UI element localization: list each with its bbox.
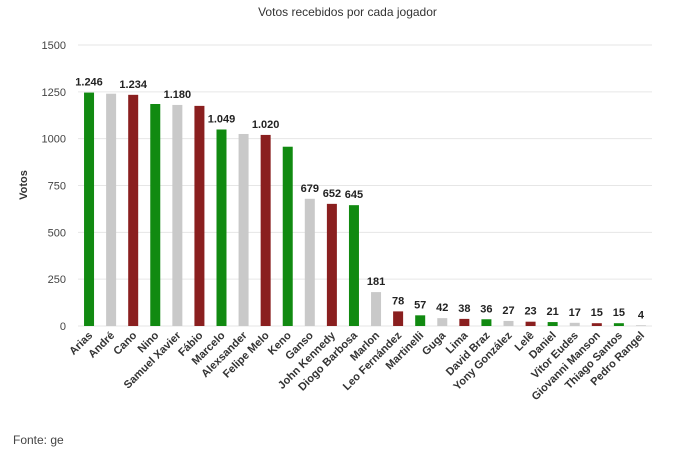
data-label: 23 <box>524 306 536 318</box>
y-tick-label: 1500 <box>42 40 66 52</box>
bar <box>106 93 117 326</box>
bar <box>282 146 293 326</box>
y-axis-ticks: 0 250 500 750 1000 1250 1500 <box>42 40 66 333</box>
bar <box>326 203 337 326</box>
data-label: 57 <box>414 299 426 311</box>
data-label: 78 <box>392 295 404 307</box>
y-tick-label: 500 <box>48 227 66 239</box>
data-label: 17 <box>569 307 581 319</box>
data-label: 1.246 <box>75 77 103 89</box>
data-label: 4 <box>638 309 645 321</box>
x-tick-label: Cano <box>111 329 139 357</box>
source-note: Fonte: ge <box>13 433 64 447</box>
data-label: 1.020 <box>252 119 280 131</box>
bars <box>84 92 646 327</box>
data-label: 1.234 <box>119 79 147 91</box>
bar <box>304 198 315 326</box>
bar <box>172 104 183 327</box>
chart-title: Votos recebidos por cada jogador <box>258 5 437 19</box>
bar <box>569 322 580 326</box>
data-label: 1.049 <box>208 113 236 125</box>
data-label: 15 <box>591 307 603 319</box>
data-label: 42 <box>436 302 448 314</box>
y-tick-label: 0 <box>60 321 66 333</box>
y-tick-label: 1000 <box>42 134 66 146</box>
data-label: 38 <box>458 303 470 315</box>
data-label: 21 <box>547 306 559 318</box>
data-label: 36 <box>480 303 492 315</box>
x-tick-label: Guga <box>420 329 449 358</box>
bar <box>503 320 514 326</box>
bar <box>635 325 646 326</box>
bar <box>525 321 536 326</box>
data-labels: 1.246 1.234 1.180 1.049 1.020 679 652 645 181 78 5… <box>75 77 645 322</box>
bar <box>459 318 470 326</box>
bar <box>547 322 558 326</box>
bar <box>371 292 382 326</box>
gridlines <box>78 44 652 327</box>
data-label: 645 <box>345 189 363 201</box>
bar <box>128 94 139 327</box>
bar <box>194 105 205 326</box>
data-label: 652 <box>323 188 341 200</box>
bar <box>393 311 404 326</box>
bar <box>613 323 624 326</box>
data-label: 181 <box>367 276 385 288</box>
data-label: 679 <box>301 183 319 195</box>
y-tick-label: 1250 <box>42 87 66 99</box>
y-axis-label: Votos <box>18 170 30 200</box>
y-tick-label: 750 <box>48 181 66 193</box>
data-label: 15 <box>613 307 625 319</box>
y-tick-label: 250 <box>48 274 66 286</box>
bar <box>481 319 492 326</box>
bar <box>216 129 227 326</box>
bar <box>260 134 271 326</box>
bar <box>84 92 95 326</box>
bar <box>150 104 161 326</box>
data-label: 1.180 <box>164 89 192 101</box>
bar <box>591 323 602 326</box>
data-label: 27 <box>502 305 514 317</box>
bar <box>415 315 426 326</box>
bar <box>437 318 448 326</box>
bar <box>348 205 359 326</box>
bar <box>238 133 249 326</box>
